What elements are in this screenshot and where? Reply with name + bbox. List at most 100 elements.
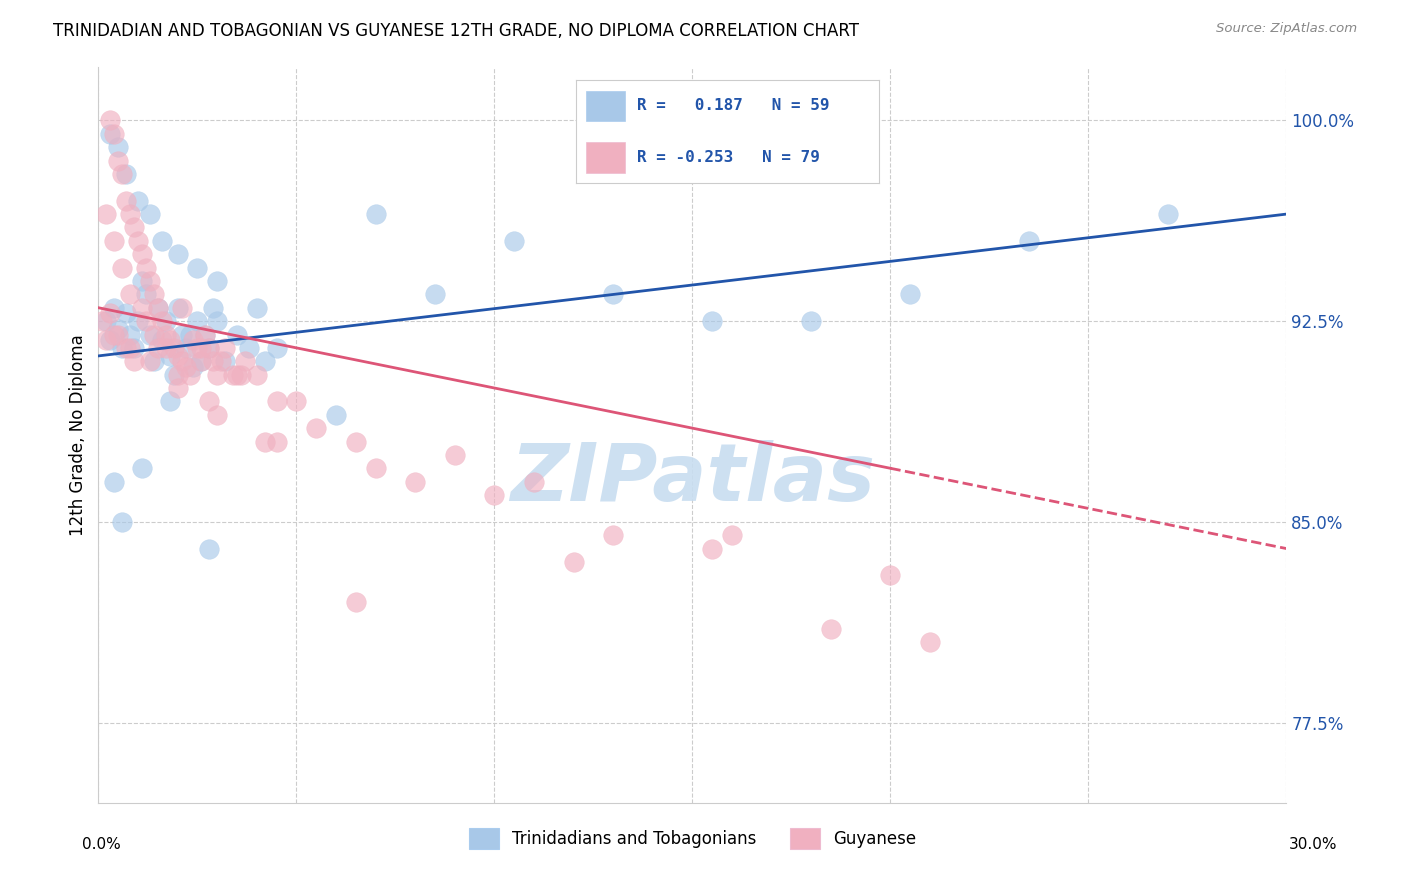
Point [721, 528, 744, 542]
Point [222, 368, 245, 382]
Point [135, 260, 157, 275]
Point [214, 341, 236, 355]
Point [170, 327, 193, 342]
Point [131, 274, 153, 288]
Point [115, 341, 138, 355]
Point [120, 287, 142, 301]
Point [253, 354, 276, 368]
Point [266, 394, 288, 409]
Point [879, 568, 901, 582]
Point [702, 541, 724, 556]
Point [198, 541, 221, 556]
Point [174, 341, 197, 355]
Point [163, 368, 186, 382]
Point [120, 207, 142, 221]
Point [246, 368, 269, 382]
Point [155, 314, 177, 328]
Point [159, 333, 181, 347]
Point [166, 247, 188, 261]
Point [166, 349, 188, 363]
Point [150, 234, 173, 248]
Point [120, 341, 142, 355]
Point [194, 327, 217, 342]
Point [135, 314, 157, 328]
Point [523, 475, 546, 489]
Text: TRINIDADIAN AND TOBAGONIAN VS GUYANESE 12TH GRADE, NO DIPLOMA CORRELATION CHART: TRINIDADIAN AND TOBAGONIAN VS GUYANESE 1… [53, 22, 859, 40]
Point [194, 327, 217, 342]
Point [202, 354, 225, 368]
Point [602, 287, 624, 301]
Point [190, 354, 212, 368]
Point [103, 475, 125, 489]
Point [266, 434, 288, 449]
Point [444, 448, 467, 462]
Point [146, 301, 169, 315]
Point [344, 595, 367, 609]
Point [98, 306, 121, 320]
Point [111, 515, 134, 529]
Point [159, 349, 181, 363]
Point [207, 408, 229, 422]
Point [484, 488, 506, 502]
Point [96, 333, 118, 347]
Point [174, 359, 197, 374]
Point [238, 341, 260, 355]
Y-axis label: 12th Grade, No Diploma: 12th Grade, No Diploma [69, 334, 87, 536]
Point [198, 341, 221, 355]
Text: R = -0.253   N = 79: R = -0.253 N = 79 [637, 150, 820, 165]
Point [186, 314, 208, 328]
Point [183, 359, 205, 374]
Point [207, 368, 229, 382]
Point [190, 341, 212, 355]
Point [800, 314, 823, 328]
Point [170, 301, 193, 315]
Point [190, 354, 212, 368]
Text: 30.0%: 30.0% [1289, 838, 1337, 852]
Point [233, 354, 256, 368]
Point [142, 287, 165, 301]
Point [364, 207, 387, 221]
Point [98, 333, 121, 347]
Point [226, 327, 249, 342]
Point [127, 234, 149, 248]
Point [107, 327, 129, 342]
Point [135, 287, 157, 301]
Point [305, 421, 328, 435]
Point [131, 301, 153, 315]
Point [226, 368, 249, 382]
Point [139, 207, 162, 221]
Point [103, 234, 125, 248]
Point [96, 314, 118, 328]
Point [155, 327, 177, 342]
Point [142, 327, 165, 342]
Point [166, 381, 188, 395]
Point [103, 327, 125, 342]
Point [179, 327, 201, 342]
Point [146, 301, 169, 315]
Point [166, 368, 188, 382]
Point [146, 341, 169, 355]
Point [131, 461, 153, 475]
Point [111, 260, 134, 275]
Point [115, 167, 138, 181]
Point [122, 341, 145, 355]
Point [404, 475, 426, 489]
Point [107, 153, 129, 168]
Bar [585, 91, 624, 121]
Point [150, 314, 173, 328]
Point [602, 528, 624, 542]
Text: ZIPatlas: ZIPatlas [510, 440, 875, 518]
Point [503, 234, 526, 248]
Point [127, 194, 149, 208]
Point [163, 341, 186, 355]
Point [120, 327, 142, 342]
Point [702, 314, 724, 328]
Point [122, 354, 145, 368]
Point [344, 434, 367, 449]
Point [142, 354, 165, 368]
Point [139, 354, 162, 368]
Bar [585, 142, 624, 173]
Point [209, 354, 232, 368]
Point [139, 274, 162, 288]
Point [103, 127, 125, 141]
